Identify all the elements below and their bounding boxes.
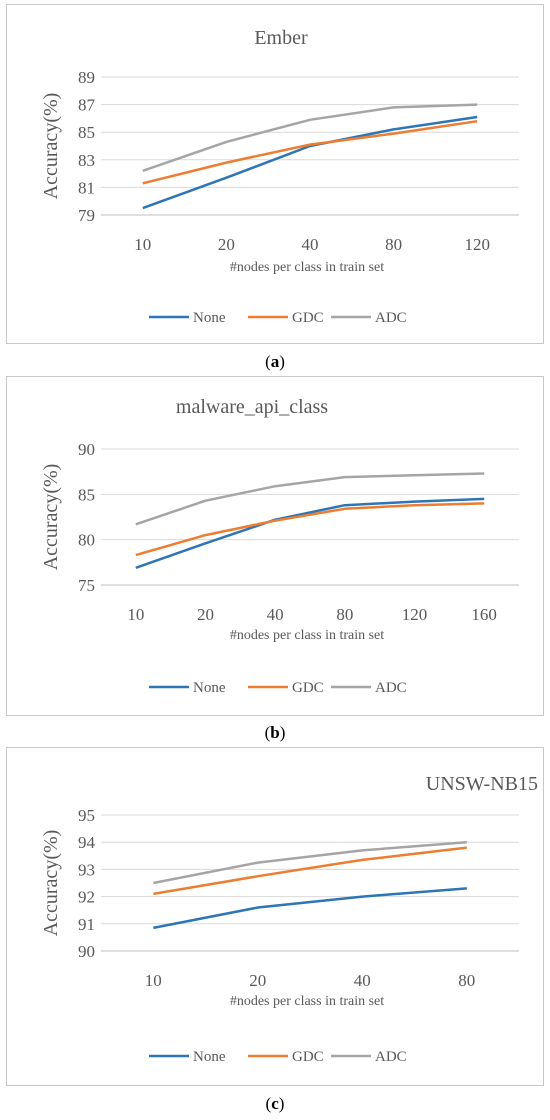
legend-label-none: None — [193, 310, 226, 326]
series-line-none — [135, 497, 485, 569]
caption-b: (b) — [0, 723, 550, 743]
legend-label-gdc: GDC — [292, 310, 324, 326]
chart-panel-c: UNSW-NB15 90 91 92 93 94 95 10 20 40 80 #nodes per … — [6, 747, 544, 1086]
x-tick-label: 80 — [385, 235, 402, 254]
caption-b-open: ( — [264, 723, 271, 742]
chart-ember: Ember 79 81 83 85 87 89 10 20 40 80 120 #nodes per c… — [40, 27, 519, 326]
x-axis-title: #nodes per class in train set — [230, 628, 384, 643]
y-tick-label: 94 — [78, 833, 96, 852]
y-tick-label: 93 — [78, 860, 95, 879]
x-tick-label: 10 — [134, 235, 151, 254]
y-tick-label: 90 — [78, 440, 95, 459]
caption-b-letter: b — [270, 723, 280, 742]
y-tick-label: 85 — [78, 485, 95, 504]
y-tick-label: 92 — [78, 888, 95, 907]
y-tick-label: 91 — [78, 915, 95, 934]
x-tick-label: 20 — [197, 605, 214, 624]
legend-label-gdc: GDC — [292, 1049, 324, 1065]
x-tick-label: 120 — [464, 235, 490, 254]
x-axis-title: #nodes per class in train set — [230, 260, 384, 275]
caption-a-letter: a — [270, 352, 280, 371]
caption-a: (a) — [0, 352, 550, 372]
chart-title: UNSW-NB15 — [426, 773, 538, 795]
y-tick-label: 87 — [78, 96, 96, 115]
chart-unsw-nb15: UNSW-NB15 90 91 92 93 94 95 10 20 40 80 #nodes per … — [40, 773, 538, 1065]
caption-a-open: ( — [265, 352, 271, 371]
y-axis-title: Accuracy(%) — [40, 93, 62, 200]
chart-panel-b: malware_api_class 75 80 85 90 10 20 40 80 120 160 #… — [6, 376, 544, 716]
legend-label-adc: ADC — [375, 310, 407, 326]
x-tick-label: 20 — [249, 971, 266, 990]
caption-b-close: ) — [279, 723, 286, 742]
legend-label-adc: ADC — [375, 680, 407, 696]
x-tick-label: 80 — [458, 971, 475, 990]
y-axis-title: Accuracy(%) — [40, 464, 62, 571]
x-tick-label: 40 — [354, 971, 371, 990]
chart-title: malware_api_class — [176, 396, 328, 418]
series-line-adc — [135, 472, 485, 526]
x-tick-label: 80 — [336, 605, 353, 624]
y-tick-label: 83 — [78, 151, 95, 170]
caption-a-close: ) — [279, 352, 285, 371]
series-line-gdc — [135, 502, 485, 557]
x-tick-label: 40 — [267, 605, 284, 624]
legend-label-none: None — [193, 680, 226, 696]
legend-label-adc: ADC — [375, 1049, 407, 1065]
x-axis-title: #nodes per class in train set — [230, 994, 384, 1009]
series-line-none — [142, 115, 478, 210]
caption-c: (c) — [0, 1094, 550, 1114]
x-tick-label: 40 — [302, 235, 319, 254]
series-line-none — [153, 887, 467, 930]
chart-panel-a: Ember 79 81 83 85 87 89 10 20 40 80 120 #nodes per c… — [6, 4, 544, 344]
y-tick-label: 85 — [78, 123, 95, 142]
series-line-adc — [142, 103, 478, 172]
y-tick-label: 89 — [78, 68, 95, 87]
y-tick-label: 81 — [78, 178, 95, 197]
y-tick-label: 90 — [78, 942, 95, 961]
x-tick-label: 10 — [145, 971, 162, 990]
chart-malware-api-class: malware_api_class 75 80 85 90 10 20 40 80 120 160 #… — [40, 396, 519, 696]
y-tick-label: 95 — [78, 806, 95, 825]
x-tick-label: 10 — [127, 605, 144, 624]
legend-label-none: None — [193, 1049, 226, 1065]
series-line-gdc — [153, 846, 467, 896]
y-tick-label: 80 — [78, 531, 95, 550]
caption-c-open: ( — [265, 1094, 272, 1113]
series-line-adc — [153, 840, 467, 885]
x-tick-label: 20 — [218, 235, 235, 254]
caption-c-letter: c — [271, 1094, 279, 1113]
y-axis-title: Accuracy(%) — [40, 830, 62, 937]
y-tick-label: 79 — [78, 206, 95, 225]
y-tick-label: 75 — [78, 576, 95, 595]
x-tick-label: 120 — [402, 605, 428, 624]
series-line-gdc — [142, 119, 478, 185]
legend-label-gdc: GDC — [292, 680, 324, 696]
chart-title: Ember — [254, 27, 308, 49]
x-tick-label: 160 — [471, 605, 497, 624]
caption-c-close: ) — [278, 1094, 285, 1113]
